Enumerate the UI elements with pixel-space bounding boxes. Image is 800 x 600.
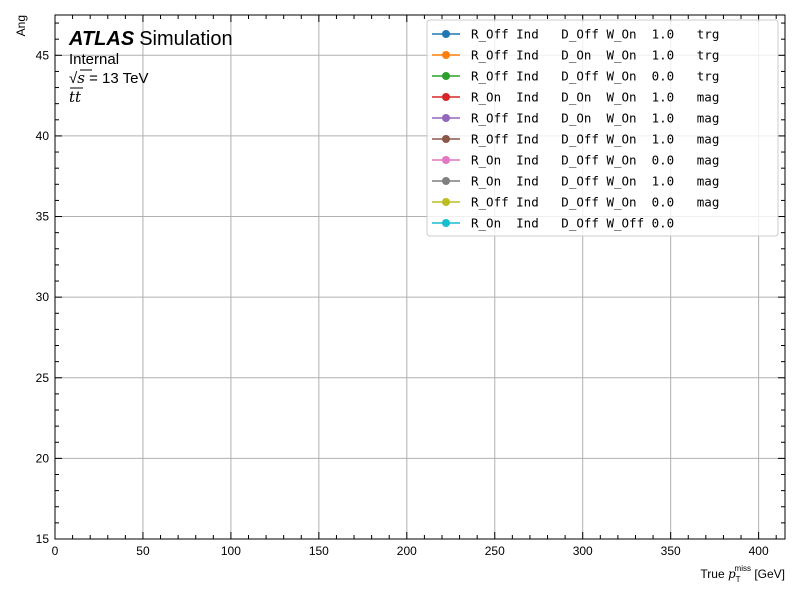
atlas-status: Internal: [69, 51, 119, 68]
atlas-title: ATLAS Simulation: [68, 28, 233, 50]
legend-box: [426, 19, 779, 237]
legend-marker-swatch: [442, 219, 450, 227]
x-axis-label-suffix: [GeV]: [751, 567, 785, 581]
y-tick-label: 30: [36, 290, 50, 304]
legend-entry: R_Off Ind D_On W_On 1.0 trg: [432, 48, 719, 63]
legend-marker-swatch: [442, 156, 450, 164]
legend-entry: R_Off Ind D_Off W_On 1.0 mag: [432, 132, 719, 147]
x-tick-label: 200: [397, 544, 417, 558]
x-tick-label: 350: [661, 544, 681, 558]
legend-entry: R_On Ind D_On W_On 1.0 mag: [432, 90, 719, 105]
legend-marker-swatch: [442, 135, 450, 143]
energy-symbol: s: [77, 69, 85, 87]
x-tick-label: 250: [485, 544, 505, 558]
legend-marker-swatch: [442, 114, 450, 122]
process-label: tt: [69, 88, 82, 106]
legend-marker-swatch: [442, 30, 450, 38]
x-axis-label-sub: T: [736, 575, 741, 584]
y-tick-label: 35: [36, 210, 50, 224]
legend-label: R_Off Ind D_On W_On 1.0 mag: [471, 111, 719, 126]
energy-sqrt-sign: √: [69, 70, 78, 87]
plot-frame: [54, 14, 786, 540]
y-tick-label: 40: [36, 129, 50, 143]
x-axis-label-symbol: p: [728, 567, 736, 581]
legend-label: R_Off Ind D_Off W_On 1.0 trg: [471, 27, 719, 42]
y-tick-label: 25: [36, 371, 50, 385]
atlas-label: ATLAS Simulation Internal √s = 13 TeV tt: [68, 28, 233, 106]
energy-value: = 13 TeV: [85, 70, 149, 87]
legend-label: R_Off Ind D_Off W_On 0.0 trg: [471, 69, 719, 84]
legend-label: R_Off Ind D_Off W_On 0.0 mag: [471, 195, 719, 210]
x-tick-label: 300: [573, 544, 593, 558]
x-axis-label-prefix: True: [700, 567, 728, 581]
x-tick-label: 100: [221, 544, 241, 558]
y-axis-label: Ang: [14, 15, 28, 36]
legend-entry: R_On Ind D_Off W_On 0.0 mag: [432, 153, 719, 168]
legend-entry: R_Off Ind D_Off W_On 0.0 mag: [432, 195, 719, 210]
legend-label: R_On Ind D_Off W_On 0.0 mag: [471, 153, 719, 168]
x-axis-label: True pTmiss [GeV]: [700, 564, 785, 584]
energy-label: √s = 13 TeV: [69, 69, 148, 87]
legend-marker-swatch: [442, 177, 450, 185]
legend-label: R_Off Ind D_On W_On 1.0 trg: [471, 48, 719, 63]
legend-entries: R_Off Ind D_Off W_On 1.0 trg R_Off Ind D_…: [432, 27, 719, 231]
atlas-experiment: ATLAS: [68, 28, 135, 50]
atlas-tag: Simulation: [139, 28, 232, 50]
legend-label: R_On Ind D_Off W_On 1.0 mag: [471, 174, 719, 189]
legend-label: R_On Ind D_Off W_Off 0.0: [471, 216, 674, 231]
legend-marker-swatch: [442, 72, 450, 80]
legend-marker-swatch: [442, 51, 450, 59]
legend-entry: R_On Ind D_Off W_Off 0.0: [432, 216, 674, 231]
y-tick-label: 20: [36, 451, 50, 465]
legend-entry: R_On Ind D_Off W_On 1.0 mag: [432, 174, 719, 189]
legend-entry: R_Off Ind D_On W_On 1.0 mag: [432, 111, 719, 126]
legend-entry: R_Off Ind D_Off W_On 0.0 trg: [432, 69, 719, 84]
legend-label: R_Off Ind D_Off W_On 1.0 mag: [471, 132, 719, 147]
x-tick-label: 50: [136, 544, 150, 558]
legend-marker-swatch: [442, 198, 450, 206]
x-tick-label: 0: [52, 544, 59, 558]
legend-label: R_On Ind D_On W_On 1.0 mag: [471, 90, 719, 105]
x-axis-label-sup: miss: [735, 564, 751, 573]
legend: R_Off Ind D_Off W_On 1.0 trg R_Off Ind D_…: [426, 19, 779, 237]
legend-marker-swatch: [442, 93, 450, 101]
y-tick-label: 15: [36, 532, 50, 546]
legend-entry: R_Off Ind D_Off W_On 1.0 trg: [432, 27, 719, 42]
axis-tick-labels: 0 50 100 150 200 250 300 350 400 15 20 25 30 35 40 45: [36, 48, 769, 558]
x-tick-label: 400: [749, 544, 769, 558]
y-tick-label: 45: [36, 48, 50, 62]
x-tick-label: 150: [309, 544, 329, 558]
